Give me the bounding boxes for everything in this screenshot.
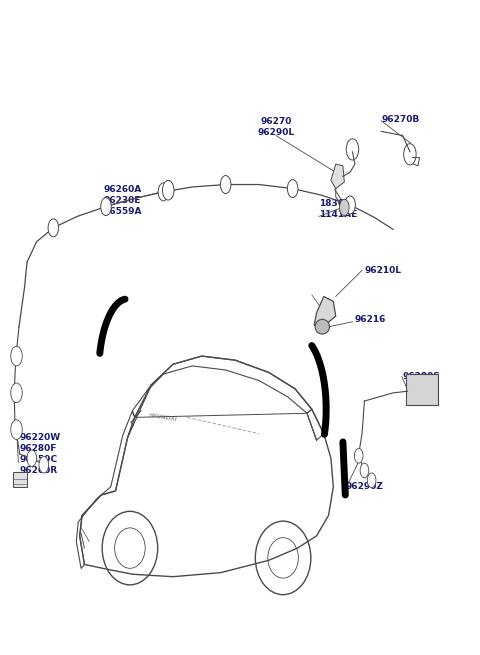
- Ellipse shape: [315, 320, 329, 334]
- Circle shape: [11, 383, 22, 403]
- Text: 96210L: 96210L: [364, 266, 401, 275]
- Circle shape: [48, 219, 59, 237]
- Polygon shape: [331, 164, 344, 189]
- Circle shape: [345, 196, 355, 214]
- Bar: [12, 472, 27, 487]
- Circle shape: [27, 450, 36, 466]
- FancyBboxPatch shape: [406, 374, 438, 405]
- Text: 96280S: 96280S: [403, 372, 441, 381]
- Circle shape: [11, 346, 22, 366]
- Circle shape: [158, 183, 168, 201]
- Text: 96270
96290L: 96270 96290L: [257, 117, 294, 138]
- Circle shape: [101, 198, 111, 215]
- Text: HYUNDAI: HYUNDAI: [149, 413, 178, 422]
- Text: 96270B: 96270B: [381, 115, 420, 124]
- Text: 96260A
96230E
96559A: 96260A 96230E 96559A: [104, 185, 142, 216]
- Text: 18362
1141AE: 18362 1141AE: [319, 199, 357, 219]
- Circle shape: [288, 179, 298, 198]
- Circle shape: [339, 199, 349, 215]
- Circle shape: [162, 180, 174, 200]
- Circle shape: [367, 473, 376, 487]
- Text: 96220W
96280F
96559C
96260R: 96220W 96280F 96559C 96260R: [20, 433, 61, 476]
- Polygon shape: [314, 297, 336, 328]
- Circle shape: [360, 463, 369, 478]
- Circle shape: [11, 420, 22, 440]
- Text: 96290Z: 96290Z: [345, 482, 383, 491]
- Text: 96216: 96216: [355, 315, 386, 324]
- Circle shape: [354, 449, 363, 463]
- Circle shape: [39, 457, 48, 473]
- Circle shape: [220, 176, 231, 193]
